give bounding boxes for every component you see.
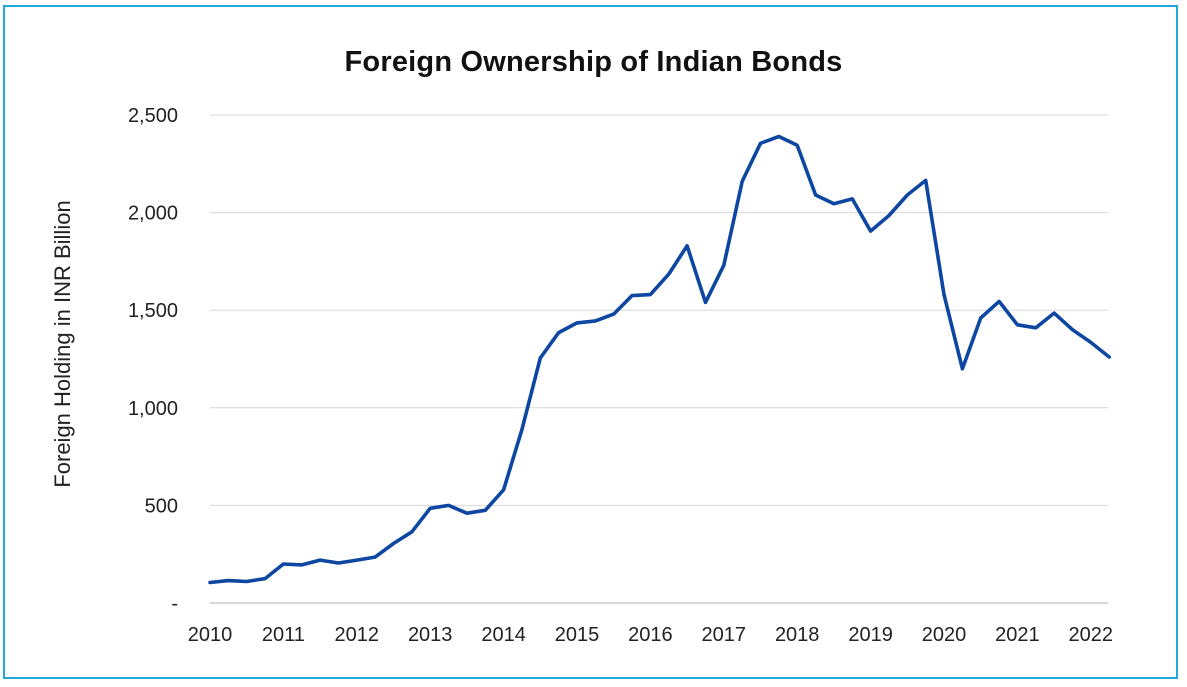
y-tick-label: 2,000 [128, 203, 178, 225]
chart-frame [3, 5, 1178, 679]
gridlines [210, 114, 1108, 506]
x-tick-label: 2017 [702, 624, 747, 646]
x-tick-label: 2019 [848, 624, 893, 646]
x-tick-label: 2016 [628, 624, 673, 646]
series-line [208, 134, 1111, 585]
x-tick-label: 2012 [335, 624, 380, 646]
x-tick-label: 2014 [481, 624, 526, 646]
y-tick-label: 1,000 [128, 398, 178, 420]
x-tick-label: 2021 [995, 624, 1040, 646]
y-tick-label: - [171, 593, 178, 615]
series-group [208, 134, 1111, 585]
y-tick-label: 2,500 [128, 105, 178, 127]
x-tick-labels: 2010 2011 2012 2013 2014 2015 2016 2017 2018 2019… [188, 624, 1113, 646]
chart-title: Foreign Ownership of Indian Bonds [344, 46, 843, 78]
x-tick-label: 2011 [262, 624, 305, 646]
y-tick-label: 1,500 [128, 300, 178, 322]
x-tick-label: 2020 [922, 624, 967, 646]
x-tick-label: 2015 [555, 624, 600, 646]
y-tick-label: 500 [145, 495, 178, 517]
x-tick-label: 2013 [408, 624, 453, 646]
x-tick-label: 2018 [775, 624, 820, 646]
y-tick-labels: - 500 1,000 1,500 2,000 2,500 [128, 105, 178, 615]
x-tick-label: 2022 [1069, 624, 1114, 646]
x-tick-label: 2010 [188, 624, 233, 646]
